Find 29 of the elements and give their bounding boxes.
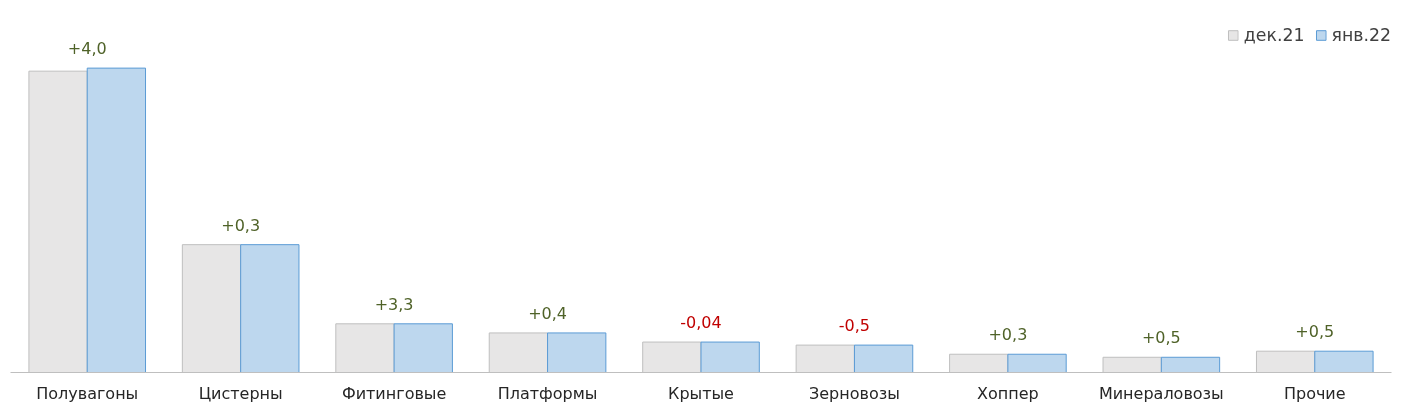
x-tick-label: Фитинговые — [341, 383, 447, 403]
x-tick-label: Платформы — [497, 383, 598, 403]
bar — [1314, 350, 1374, 373]
annotation: +4,0 — [67, 39, 107, 59]
x-tick-label: Прочие — [1283, 383, 1346, 403]
annotation: -0,5 — [838, 316, 871, 336]
x-tick-label: Крытые — [668, 383, 734, 403]
legend-label: янв.22 — [1331, 25, 1391, 45]
annotation: +0,3 — [988, 325, 1028, 345]
annotation: +3,3 — [374, 294, 414, 314]
bar — [547, 332, 607, 373]
bar — [240, 244, 300, 373]
annotation: +0,4 — [528, 303, 567, 323]
legend-label: дек.21 — [1243, 25, 1305, 45]
x-tick-label: Минераловозы — [1098, 383, 1224, 403]
x-tick-label: Зерновозы — [809, 383, 900, 403]
x-tick-label: Цистерны — [198, 383, 283, 403]
bar — [853, 344, 914, 373]
annotation: +0,5 — [1295, 322, 1335, 342]
x-tick-label: Хоппер — [977, 383, 1039, 403]
bar — [1160, 356, 1221, 373]
annotation: +0,3 — [221, 215, 261, 235]
bar — [393, 323, 453, 373]
bar — [700, 341, 760, 373]
annotation: -0,04 — [680, 313, 722, 333]
x-tick-label: Полувагоны — [36, 383, 139, 403]
bar — [86, 67, 147, 373]
annotation: +0,5 — [1141, 328, 1181, 348]
bar — [1007, 353, 1067, 373]
